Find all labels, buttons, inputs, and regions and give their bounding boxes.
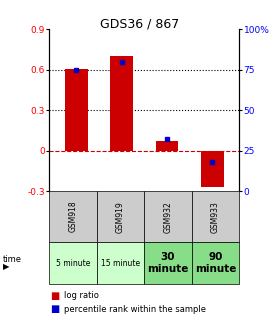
- Bar: [201, 151, 223, 187]
- Text: GDS36 / 867: GDS36 / 867: [100, 18, 180, 31]
- Text: ■: ■: [50, 291, 60, 301]
- Text: 5 minute: 5 minute: [56, 259, 90, 268]
- Text: GSM918: GSM918: [68, 201, 77, 232]
- Bar: [65, 69, 88, 151]
- Text: 30
minute: 30 minute: [147, 252, 189, 274]
- Text: GSM933: GSM933: [211, 201, 220, 232]
- Bar: [110, 57, 133, 151]
- Bar: [155, 141, 178, 151]
- Text: percentile rank within the sample: percentile rank within the sample: [64, 304, 206, 314]
- Text: 15 minute: 15 minute: [101, 259, 140, 268]
- Text: ▶: ▶: [3, 262, 9, 271]
- Text: log ratio: log ratio: [64, 291, 99, 301]
- Text: ■: ■: [50, 304, 60, 314]
- Text: time: time: [3, 255, 22, 264]
- Text: 90
minute: 90 minute: [195, 252, 236, 274]
- Text: GSM932: GSM932: [164, 201, 172, 232]
- Text: GSM919: GSM919: [116, 201, 125, 232]
